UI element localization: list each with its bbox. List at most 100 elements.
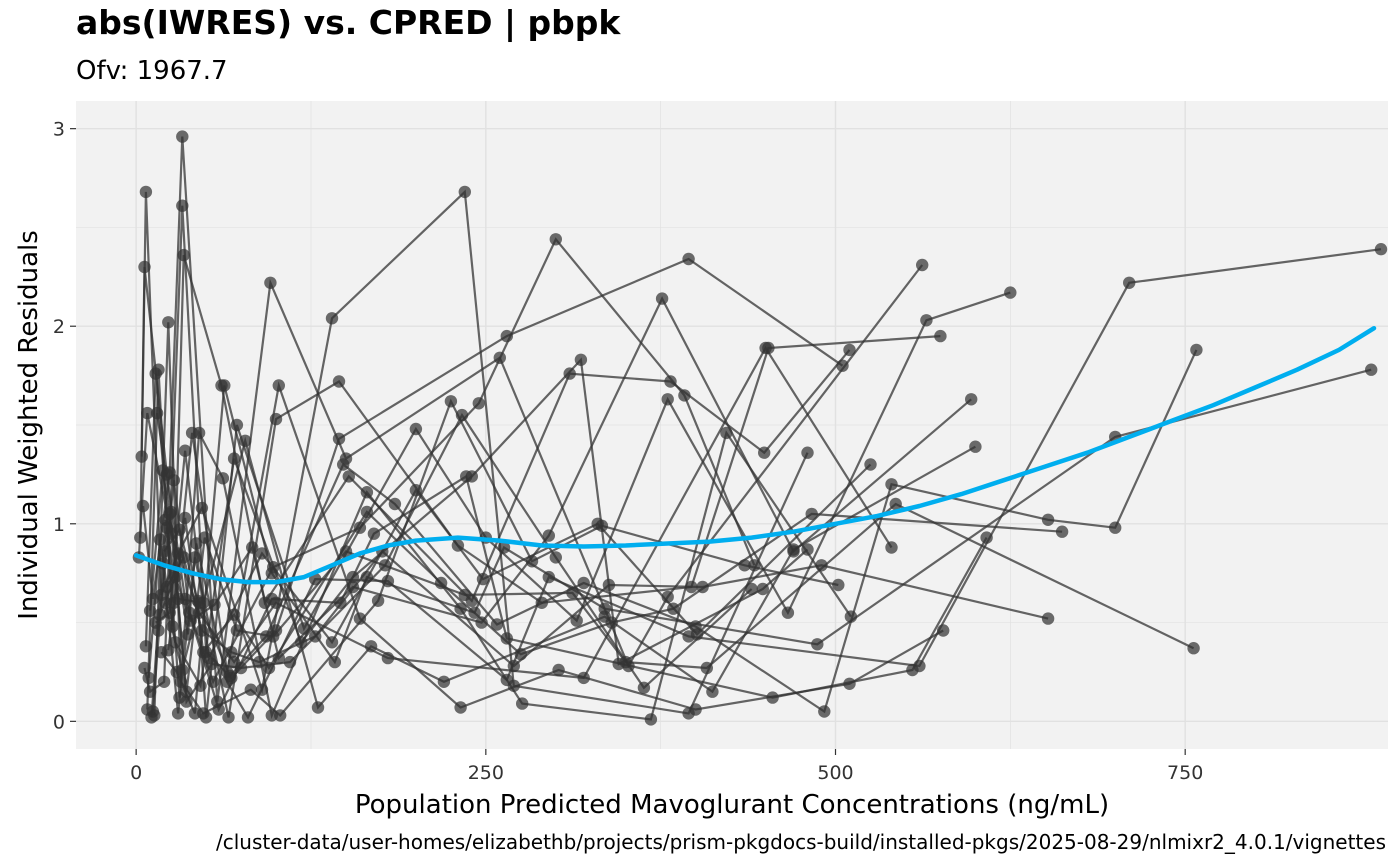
data-point — [388, 497, 402, 511]
data-point — [689, 703, 702, 716]
gridlines — [76, 101, 1388, 749]
y-tick-label: 0 — [53, 711, 65, 733]
y-axis-label: Individual Weighted Residuals — [14, 230, 44, 620]
data-point — [689, 620, 702, 633]
data-point — [844, 610, 858, 623]
data-point — [162, 644, 175, 657]
data-point — [1041, 513, 1055, 526]
y-tick-label: 3 — [53, 119, 65, 141]
data-point — [311, 701, 325, 714]
data-point — [437, 675, 451, 688]
data-point — [655, 292, 669, 305]
data-point — [199, 711, 213, 724]
data-point — [1365, 363, 1378, 376]
data-point — [208, 598, 221, 611]
data-point — [493, 351, 506, 364]
data-point — [965, 393, 978, 406]
y-tick-label: 1 — [53, 514, 65, 536]
data-point — [836, 359, 849, 372]
data-point — [542, 570, 555, 584]
data-point — [811, 638, 824, 651]
data-point — [507, 659, 520, 673]
data-point — [619, 655, 632, 669]
data-point — [177, 248, 190, 262]
data-point — [353, 612, 367, 625]
data-point — [637, 681, 651, 694]
data-points — [132, 130, 1388, 726]
data-point — [325, 312, 339, 325]
data-point — [468, 606, 481, 619]
data-point — [889, 497, 902, 511]
data-point — [192, 596, 206, 609]
data-point — [222, 711, 235, 724]
data-point — [549, 551, 562, 564]
data-point — [514, 648, 527, 661]
x-tick-label: 500 — [817, 762, 853, 784]
data-point — [700, 661, 713, 675]
data-point — [195, 624, 209, 637]
data-point — [500, 632, 513, 645]
data-point — [142, 671, 155, 685]
data-point — [756, 582, 769, 596]
data-point — [664, 375, 677, 388]
data-point — [913, 659, 926, 673]
data-point — [409, 484, 423, 497]
data-point — [378, 559, 392, 572]
data-point — [566, 586, 579, 600]
data-point — [148, 709, 161, 722]
data-point — [454, 701, 467, 714]
data-point — [458, 185, 471, 199]
data-point — [762, 341, 775, 355]
data-point — [563, 367, 576, 380]
data-point — [171, 707, 185, 720]
data-point — [267, 630, 280, 643]
data-point — [818, 705, 831, 718]
data-point — [178, 511, 192, 525]
data-point — [1123, 276, 1136, 289]
data-point — [367, 527, 381, 540]
data-point — [605, 616, 618, 629]
data-point — [265, 592, 278, 606]
data-point — [227, 452, 241, 465]
data-point — [272, 651, 285, 665]
data-point — [685, 580, 698, 594]
data-point — [176, 199, 189, 212]
data-point — [542, 529, 555, 542]
data-point — [194, 679, 207, 692]
data-point — [264, 276, 277, 289]
data-point — [1109, 521, 1122, 534]
data-point — [297, 622, 311, 635]
data-point — [274, 709, 287, 722]
data-point — [156, 464, 169, 477]
data-point — [216, 472, 230, 485]
data-point — [490, 618, 504, 631]
data-point — [272, 379, 285, 392]
data-point — [150, 406, 164, 420]
data-point — [174, 675, 188, 688]
data-point — [206, 675, 220, 688]
data-point — [176, 663, 189, 677]
data-point — [188, 551, 202, 564]
data-point — [239, 434, 252, 447]
data-point — [738, 559, 751, 572]
data-point — [720, 426, 733, 440]
data-point — [353, 521, 367, 534]
data-point — [160, 580, 174, 594]
data-point — [472, 397, 485, 410]
data-point — [332, 375, 346, 388]
data-point — [328, 655, 341, 669]
data-point — [255, 547, 269, 560]
data-point — [549, 233, 562, 246]
data-point — [1055, 525, 1069, 538]
data-point — [360, 486, 374, 499]
data-point — [262, 661, 276, 675]
data-point — [682, 252, 695, 266]
data-point — [980, 531, 993, 544]
data-point — [451, 539, 465, 552]
data-point — [706, 685, 719, 698]
data-point — [244, 683, 257, 696]
data-point — [163, 507, 176, 521]
data-point — [309, 630, 322, 643]
data-point — [342, 470, 355, 483]
data-point — [805, 507, 818, 521]
